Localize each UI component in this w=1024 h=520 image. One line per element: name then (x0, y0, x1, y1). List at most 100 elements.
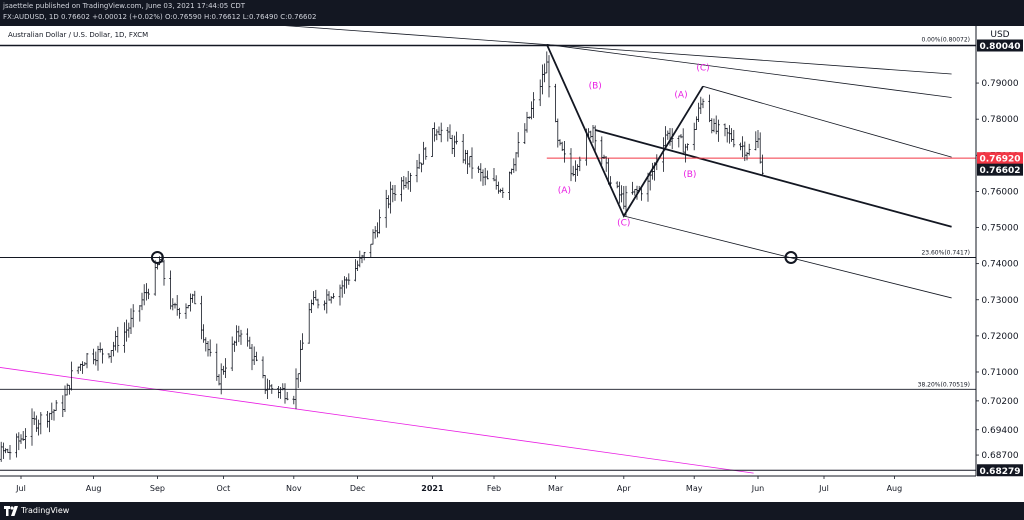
ohlc-bar (516, 132, 520, 158)
price-tick-label: 0.76000 (981, 187, 1018, 197)
ohlc-bar (116, 326, 120, 353)
price-tick-label: 0.78000 (981, 115, 1018, 125)
price-change: +0.00012 (+0.02%) (92, 13, 163, 21)
ohlc-bar (301, 333, 304, 350)
ohlc-bar (424, 146, 428, 160)
chart-title: Australian Dollar / U.S. Dollar, 1D, FXC… (8, 31, 148, 39)
wave-label[interactable]: (B) (589, 81, 602, 91)
ohlc-bar (332, 293, 335, 299)
magenta-trendline[interactable] (0, 361, 754, 474)
trendline[interactable] (623, 215, 952, 299)
ohlc-bar (255, 351, 258, 362)
publish-info: jsaettele published on TradingView.com, … (3, 2, 246, 10)
ohlc-bar (54, 400, 58, 411)
wave-label[interactable]: (A) (674, 91, 687, 101)
price-tick-label: 0.72000 (981, 332, 1018, 342)
ohlc-bar (732, 129, 736, 148)
level-marker-circle[interactable] (784, 251, 798, 265)
time-tick-label: Nov (286, 484, 302, 493)
price-tag (977, 163, 1023, 176)
time-tick-label: Aug (887, 484, 903, 493)
price-chart[interactable]: (A) (B) (C) (A) (B) (C) 0.00%(0.80072) 23.60%(0… (0, 26, 1024, 502)
price-axis[interactable] (976, 26, 1024, 502)
tradingview-logo-icon (4, 506, 18, 516)
close-value: C:0.76602 (280, 13, 317, 21)
price-tick-label: 0.70200 (981, 397, 1018, 407)
price-tick-label: 0.74000 (981, 260, 1018, 270)
level-marker-circle[interactable] (150, 251, 164, 265)
wave-path-line[interactable] (545, 44, 704, 218)
price-tick-label: 0.68700 (981, 451, 1018, 461)
time-tick-label: Feb (487, 484, 501, 493)
price-tag (977, 464, 1023, 477)
ohlc-bar (101, 348, 104, 364)
ohlc-bar (193, 290, 197, 305)
ohlc-bar (85, 353, 89, 369)
ohlc-bar (70, 361, 73, 391)
ohlc-bar (362, 251, 366, 261)
fib-level-label: 38.20%(0.70519) (918, 381, 970, 388)
ohlc-bar (131, 304, 135, 328)
ohlc-bar (347, 273, 351, 285)
ohlc-bar (593, 125, 597, 152)
symbol[interactable]: FX:AUDUSD, 1D (3, 13, 59, 21)
fib-level-label: 0.00%(0.80072) (921, 36, 970, 43)
time-tick-label: Dec (350, 484, 365, 493)
ohlc-bar (501, 187, 505, 198)
ohlc-bar (8, 445, 12, 460)
last-price: 0.76602 (60, 13, 90, 21)
time-tick-label: Aug (86, 484, 102, 493)
price-tag-label: 0.80040 (980, 42, 1021, 52)
trendline[interactable] (546, 44, 952, 98)
ohlc-bar (178, 307, 181, 319)
price-tick-label: 0.73000 (981, 296, 1018, 306)
ohlc-bar (578, 156, 582, 172)
wave-label[interactable]: (C) (617, 219, 630, 229)
brand-name: TradingView (21, 506, 70, 515)
ohlc-bar (563, 141, 566, 163)
time-tick-label: Oct (216, 484, 230, 493)
time-tick-label: Apr (617, 484, 632, 493)
price-tag-label: 0.68279 (980, 467, 1021, 477)
ohlc-bar (470, 147, 474, 179)
ohlc-bar (701, 98, 705, 109)
fib-level-label: 23.60%(0.7417) (921, 250, 970, 257)
wave-label[interactable]: (A) (558, 186, 571, 196)
open-value: O:0.76590 (165, 13, 202, 21)
low-value: L:0.76490 (242, 13, 278, 21)
time-tick-label: 2021 (421, 484, 444, 493)
wave-label[interactable]: (C) (696, 63, 709, 73)
price-tick-label: 0.71000 (981, 368, 1018, 378)
ohlc-bar (686, 143, 689, 151)
trendline[interactable] (594, 129, 952, 228)
ohlc-bar (717, 119, 720, 142)
ohlc-bar (547, 55, 551, 98)
chart-background (0, 26, 1024, 502)
ohlc-bar (147, 288, 150, 300)
price-tick-label: 0.75000 (981, 224, 1018, 234)
ohlc-bar (439, 122, 443, 143)
ohlc-bar (224, 358, 227, 378)
price-tag (977, 39, 1023, 52)
wave-label[interactable]: (B) (683, 170, 696, 180)
currency-label: USD (990, 30, 1009, 40)
time-tick-label: Sep (150, 484, 165, 493)
ohlc-bar (39, 412, 43, 435)
ohlc-bar (455, 131, 458, 145)
ohlc-bar (486, 170, 489, 180)
price-tick-label: 0.79000 (981, 79, 1018, 89)
price-tick-label: 0.69400 (981, 426, 1018, 436)
time-tick-label: Jun (751, 484, 765, 493)
trendline[interactable] (0, 26, 952, 75)
ohlc-bar (761, 154, 764, 175)
trendline[interactable] (702, 85, 952, 158)
high-value: H:0.76612 (203, 13, 241, 21)
ohlc-bar (409, 172, 412, 192)
ohlc-bar (747, 143, 751, 156)
price-tag-label: 0.76602 (980, 166, 1021, 176)
ohlc-bar (162, 259, 166, 286)
publish-header: jsaettele published on TradingView.com, … (0, 0, 1024, 26)
ohlc-bar (285, 391, 289, 401)
price-tag (977, 152, 1023, 165)
